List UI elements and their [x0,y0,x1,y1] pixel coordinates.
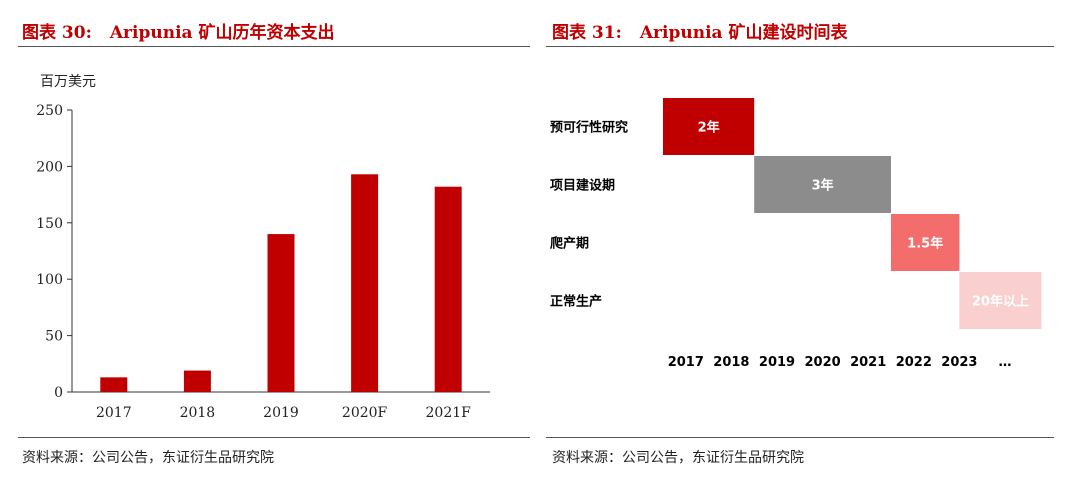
figure-number: 图表 30: [22,23,92,43]
x-tick-label: 2017 [96,405,132,421]
figure-number: 图表 31: [552,23,622,43]
x-tick-label: 2020F [342,405,388,421]
timeline-panel: 图表 31: Aripunia 矿山建设时间表 预可行性研究 2年项目建设期 3年爬产… [546,0,1080,494]
capex-bar-chart: 百万美元 0 50 100 150 200 250 2017 2018 2019 2020F 2021… [36,74,490,421]
timeline-duration-label: 1.5年 [907,236,943,252]
timeline-year-label: 2023 [941,355,977,370]
timeline-phase-label: 项目建设期 [550,178,615,194]
figure-title-text: Aripunia 矿山历年资本支出 [109,23,335,43]
title-rule [546,46,1054,47]
y-tick-label: 150 [36,216,63,232]
timeline-year-label: 2018 [713,355,749,370]
y-tick-label: 200 [36,159,63,175]
capex-bar [434,186,462,392]
timeline-year-label: 2021 [850,355,886,370]
title-rule [18,46,530,47]
y-axis-unit-label: 百万美元 [40,74,96,90]
timeline-phase-label: 预可行性研究 [550,120,628,136]
timeline-phase-bar [754,156,891,213]
timeline-year-label: … [999,355,1012,370]
timeline-year-label: 2019 [759,355,795,370]
capex-bar [267,234,295,392]
timeline-year-label: 2017 [668,355,704,370]
capex-panel: 图表 30: Aripunia 矿山历年资本支出 百万美元 0 50 100 150 200… [0,0,530,494]
x-tick-label: 2021F [426,405,472,421]
capex-bar [183,370,211,392]
timeline-year-label: 2022 [896,355,932,370]
x-tick-label: 2018 [180,405,216,421]
timeline-phase-label: 正常生产 [550,294,602,310]
y-tick-label: 100 [36,272,63,288]
timeline-phase-bar [959,272,1042,329]
timeline-source-note: 资料来源：公司公告，东证衍生品研究院 [552,450,804,466]
timeline-figure-title: 图表 31: Aripunia 矿山建设时间表 [552,18,847,43]
capex-bar [351,174,379,392]
timeline-duration-label: 3年 [812,178,834,194]
timeline-phase-bar [891,214,960,271]
y-tick-label: 0 [54,385,63,401]
y-tick-label: 50 [45,329,63,345]
timeline-duration-label: 2年 [698,120,720,136]
capex-figure-title: 图表 30: Aripunia 矿山历年资本支出 [22,18,334,43]
y-tick-label: 250 [36,103,63,119]
source-rule [18,437,530,438]
timeline-phase-bar [663,98,755,155]
capex-bar [100,377,128,392]
timeline-duration-label: 20年以上 [972,294,1029,310]
x-tick-label: 2019 [263,405,299,421]
figure-title-text: Aripunia 矿山建设时间表 [639,23,848,43]
timeline-phase-label: 爬产期 [549,236,589,252]
capex-source-note: 资料来源：公司公告，东证衍生品研究院 [22,450,274,466]
timeline-year-label: 2020 [805,355,841,370]
source-rule [546,437,1054,438]
